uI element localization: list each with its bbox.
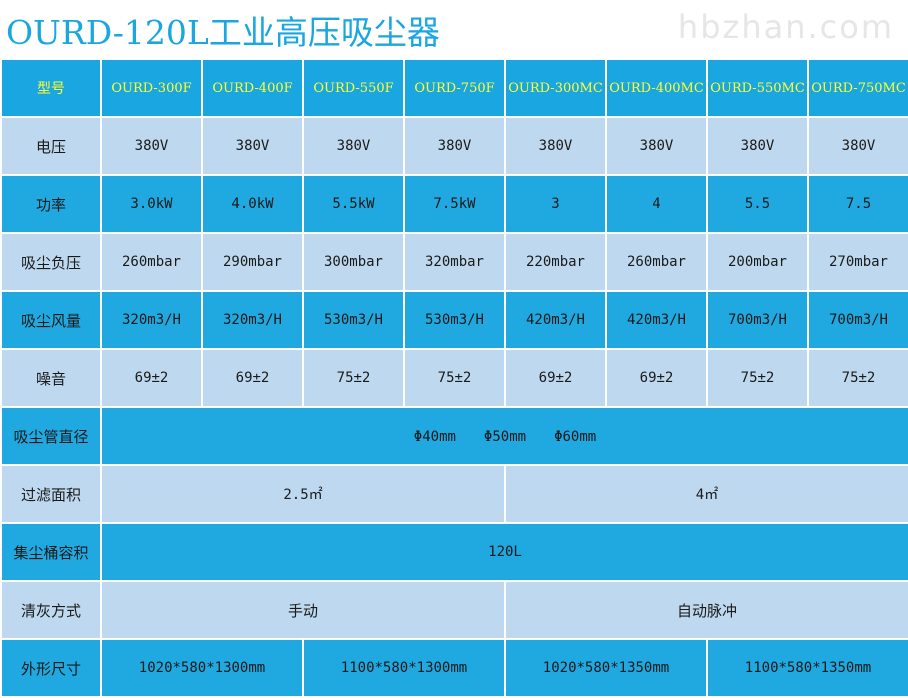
row-label: 电压 (0, 116, 102, 176)
model-header: OURD-400F (201, 58, 304, 118)
table-cell: 270mbar (807, 232, 908, 292)
table-cell: 4 (605, 174, 708, 234)
row-label: 集尘桶容积 (0, 522, 102, 582)
model-header: OURD-550F (302, 58, 405, 118)
power-row: 功率 3.0kW 4.0kW 5.5kW 7.5kW 3 4 5.5 7.5 (0, 174, 908, 234)
table-cell: 75±2 (807, 348, 908, 408)
table-cell: 420m3/H (504, 290, 607, 350)
table-cell: 700m3/H (807, 290, 908, 350)
table-cell: 1020*580*1300mm (100, 638, 304, 698)
table-cell: Φ40mm Φ50mm Φ60mm (100, 406, 908, 466)
table-cell: 4㎡ (504, 464, 908, 524)
model-header: OURD-750MC (807, 58, 908, 118)
table-cell: 75±2 (706, 348, 809, 408)
table-cell: 4.0kW (201, 174, 304, 234)
airflow-row: 吸尘风量 320m3/H 320m3/H 530m3/H 530m3/H 420… (0, 290, 908, 350)
table-cell: 自动脉冲 (504, 580, 908, 640)
table-cell: 7.5kW (403, 174, 506, 234)
table-cell: 69±2 (605, 348, 708, 408)
voltage-row: 电压 380V 380V 380V 380V 380V 380V 380V 38… (0, 116, 908, 176)
suction-pressure-row: 吸尘负压 260mbar 290mbar 300mbar 320mbar 220… (0, 232, 908, 292)
bin-volume-row: 集尘桶容积 120L (0, 522, 908, 582)
table-cell: 75±2 (302, 348, 405, 408)
row-label: 清灰方式 (0, 580, 102, 640)
table-cell: 5.5kW (302, 174, 405, 234)
table-cell: 2.5㎡ (100, 464, 506, 524)
title-bar: OURD-120L工业高压吸尘器 hbzhan.com (0, 0, 908, 58)
table-cell: 420m3/H (605, 290, 708, 350)
table-cell: 260mbar (100, 232, 203, 292)
row-label: 过滤面积 (0, 464, 102, 524)
model-header: OURD-750F (403, 58, 506, 118)
spec-table: 型号 OURD-300F OURD-400F OURD-550F OURD-75… (0, 58, 908, 698)
cleaning-row: 清灰方式 手动 自动脉冲 (0, 580, 908, 640)
table-cell: 260mbar (605, 232, 708, 292)
table-cell: 380V (201, 116, 304, 176)
table-cell: 530m3/H (403, 290, 506, 350)
row-label: 外形尺寸 (0, 638, 102, 698)
table-cell: 69±2 (504, 348, 607, 408)
table-cell: 69±2 (201, 348, 304, 408)
table-cell: 5.5 (706, 174, 809, 234)
table-cell: 75±2 (403, 348, 506, 408)
watermark: hbzhan.com (677, 8, 894, 46)
row-label: 吸尘管直径 (0, 406, 102, 466)
model-header: OURD-550MC (706, 58, 809, 118)
table-cell: 380V (706, 116, 809, 176)
table-cell: 1020*580*1350mm (504, 638, 708, 698)
table-cell: 手动 (100, 580, 506, 640)
table-cell: 320m3/H (201, 290, 304, 350)
header-row: 型号 OURD-300F OURD-400F OURD-550F OURD-75… (0, 58, 908, 118)
table-cell: 320mbar (403, 232, 506, 292)
table-cell: 290mbar (201, 232, 304, 292)
noise-row: 噪音 69±2 69±2 75±2 75±2 69±2 69±2 75±2 75… (0, 348, 908, 408)
table-cell: 530m3/H (302, 290, 405, 350)
hose-diameter-row: 吸尘管直径 Φ40mm Φ50mm Φ60mm (0, 406, 908, 466)
dimensions-row: 外形尺寸 1020*580*1300mm 1100*580*1300mm 102… (0, 638, 908, 698)
model-header: OURD-400MC (605, 58, 708, 118)
header-label: 型号 (0, 58, 102, 118)
table-cell: 320m3/H (100, 290, 203, 350)
table-cell: 380V (403, 116, 506, 176)
table-cell: 3.0kW (100, 174, 203, 234)
table-cell: 3 (504, 174, 607, 234)
row-label: 功率 (0, 174, 102, 234)
page-title: OURD-120L工业高压吸尘器 (6, 13, 440, 52)
table-cell: 7.5 (807, 174, 908, 234)
filter-area-row: 过滤面积 2.5㎡ 4㎡ (0, 464, 908, 524)
row-label: 噪音 (0, 348, 102, 408)
table-cell: 700m3/H (706, 290, 809, 350)
table-cell: 380V (302, 116, 405, 176)
table-cell: 1100*580*1350mm (706, 638, 908, 698)
table-cell: 380V (100, 116, 203, 176)
row-label: 吸尘负压 (0, 232, 102, 292)
table-cell: 300mbar (302, 232, 405, 292)
table-cell: 1100*580*1300mm (302, 638, 506, 698)
table-cell: 220mbar (504, 232, 607, 292)
row-label: 吸尘风量 (0, 290, 102, 350)
model-header: OURD-300F (100, 58, 203, 118)
table-cell: 69±2 (100, 348, 203, 408)
table-cell: 380V (504, 116, 607, 176)
table-cell: 380V (807, 116, 908, 176)
table-cell: 380V (605, 116, 708, 176)
table-cell: 200mbar (706, 232, 809, 292)
table-cell: 120L (100, 522, 908, 582)
model-header: OURD-300MC (504, 58, 607, 118)
